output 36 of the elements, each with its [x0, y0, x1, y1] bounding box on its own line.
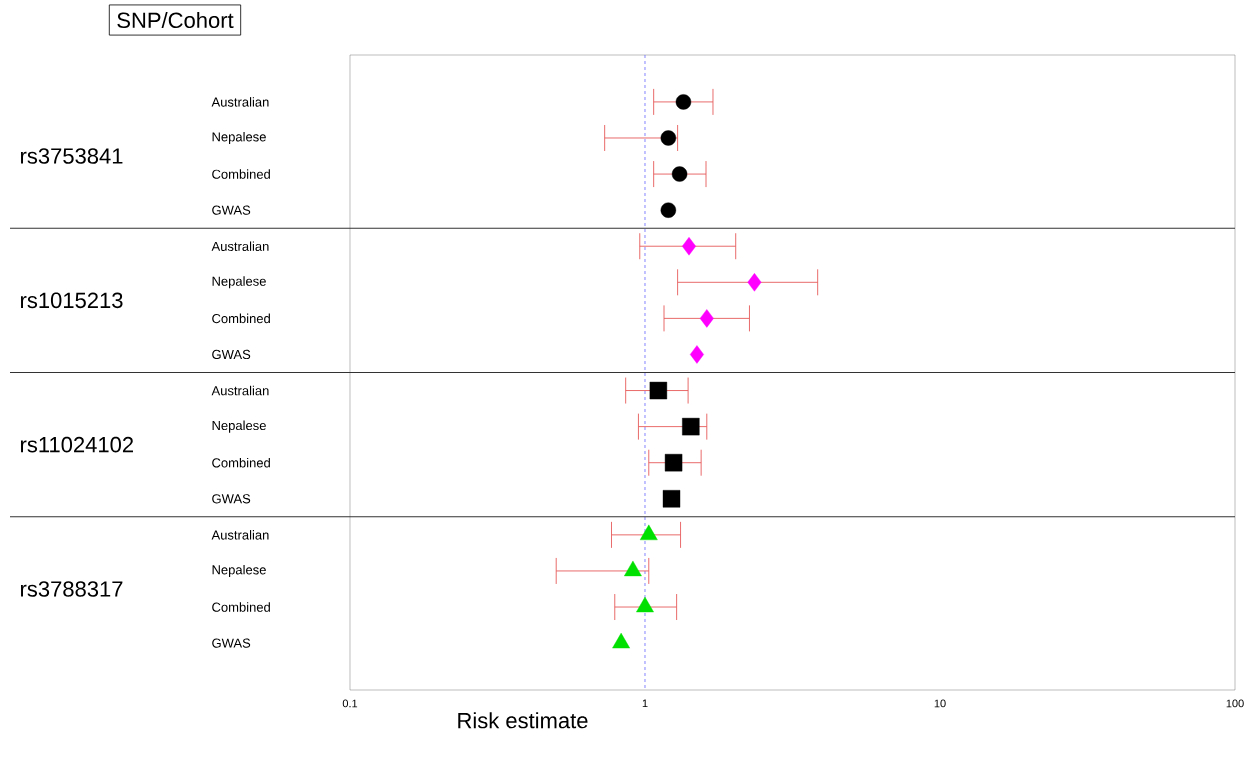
point: [682, 417, 700, 436]
x-tick-label: 0.1: [342, 699, 358, 708]
y-tick-label: Australian: [211, 530, 269, 540]
x-tick-label: 1: [642, 699, 648, 708]
y-tick-label: Australian: [211, 241, 269, 251]
y-tick-label: Nepalese: [212, 131, 266, 145]
text: rs3753841: [20, 148, 123, 164]
y-tick-label: GWAS: [212, 205, 251, 215]
y-tick-label: GWAS: [212, 638, 251, 648]
point: [682, 237, 696, 256]
y-tick-label: Nepalese: [212, 276, 266, 289]
point: [649, 381, 668, 400]
y-axis-title: SNP/Cohort: [117, 11, 234, 29]
text: rs11024102: [20, 436, 133, 453]
y-tick-label: Australian: [211, 97, 269, 107]
point: [675, 94, 692, 110]
y-tick-label: Australian: [211, 385, 269, 396]
point: [689, 345, 704, 364]
y-tick-label: Combined: [212, 457, 270, 468]
point: [660, 130, 677, 146]
x-axis-title: Risk estimate: [458, 712, 588, 729]
y-tick-label: GWAS: [212, 494, 251, 504]
y-tick-label: GWAS: [212, 349, 251, 360]
point: [664, 454, 683, 472]
x-tick-label: 100: [1226, 699, 1244, 708]
y-tick-label: Combined: [212, 169, 270, 179]
point: [660, 202, 677, 218]
y-tick-label: Combined: [212, 313, 270, 324]
point: [671, 166, 688, 182]
point: [662, 490, 681, 508]
text: rs1015213: [20, 292, 123, 309]
x-tick-label: 10: [934, 699, 946, 708]
y-tick-label: Nepalese: [212, 564, 266, 577]
y-tick-label: Nepalese: [212, 420, 266, 433]
y-tick-label: Combined: [212, 602, 270, 612]
text: rs3788317: [20, 581, 123, 597]
